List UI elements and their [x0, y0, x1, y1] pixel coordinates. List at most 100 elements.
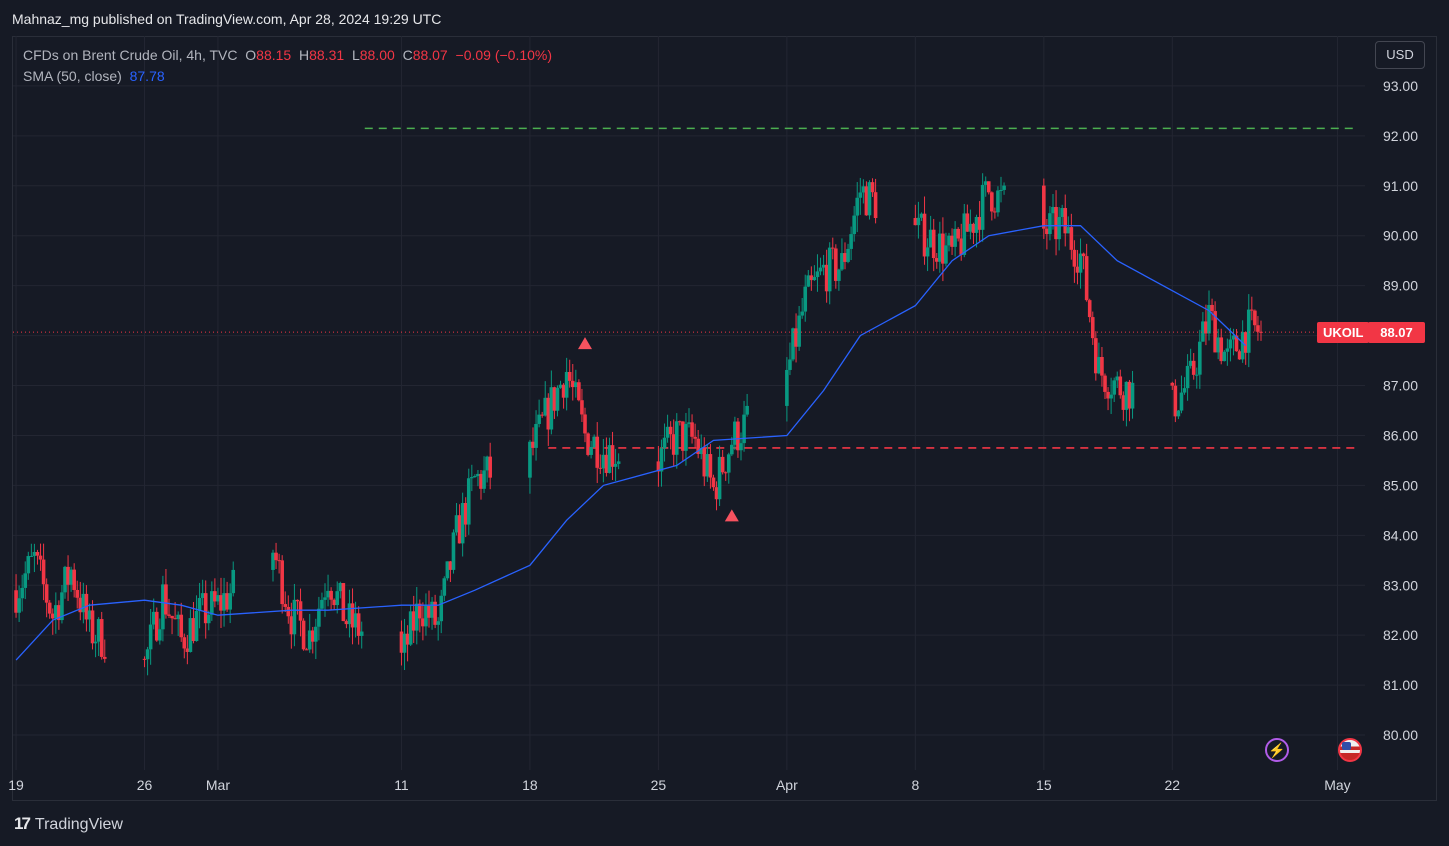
- candle-body: [941, 233, 945, 264]
- price-tick-label: 84.00: [1383, 527, 1418, 543]
- candle-body: [414, 603, 419, 631]
- chart-panel[interactable]: [12, 36, 1437, 801]
- candle-body: [733, 421, 737, 445]
- candle-body: [353, 613, 358, 628]
- candle-body: [745, 405, 749, 415]
- candle-body: [274, 552, 278, 561]
- candle-body: [57, 605, 61, 621]
- high-value: 88.31: [309, 47, 345, 63]
- candle-body: [304, 649, 309, 651]
- candle-body: [463, 502, 468, 525]
- candle-body: [583, 414, 587, 434]
- candle-body: [1253, 310, 1257, 326]
- candle-body: [861, 186, 866, 193]
- candle-body: [812, 277, 817, 281]
- candle-body: [953, 228, 957, 247]
- candle-body: [295, 599, 300, 602]
- candle-body: [307, 630, 312, 650]
- candle-body: [292, 599, 297, 635]
- time-tick-label: 22: [1165, 777, 1181, 793]
- candle-body: [791, 328, 795, 360]
- candle-body: [665, 426, 670, 438]
- us-flag-icon[interactable]: [1338, 738, 1362, 762]
- currency-button[interactable]: USD: [1375, 41, 1425, 69]
- candle-body: [66, 566, 70, 585]
- candle-body: [473, 476, 477, 478]
- flag-canton: [1342, 742, 1351, 750]
- candle-body: [188, 618, 193, 652]
- time-tick-label: 19: [8, 777, 24, 793]
- candle-body: [540, 414, 544, 416]
- candle-body: [424, 605, 428, 627]
- candle-body: [402, 633, 407, 653]
- candles: [14, 173, 1263, 676]
- lightning-icon[interactable]: ⚡: [1265, 738, 1289, 762]
- candle-body: [1087, 300, 1092, 318]
- candle-body: [693, 436, 697, 439]
- candle-body: [1216, 337, 1220, 353]
- candle-body: [870, 182, 875, 193]
- candle-body: [925, 247, 930, 257]
- candle-body: [711, 477, 716, 488]
- candle-body: [454, 515, 459, 533]
- published-line: Mahnaz_mg published on TradingView.com, …: [12, 11, 442, 27]
- candle-body: [990, 192, 994, 212]
- candle-body: [231, 569, 236, 594]
- candle-body: [197, 597, 202, 611]
- price-tick-label: 82.00: [1383, 627, 1418, 643]
- candle-body: [678, 421, 682, 423]
- low-label: L: [351, 47, 360, 63]
- open-value: 88.15: [256, 47, 292, 63]
- candle-body: [164, 584, 168, 615]
- candle-body: [558, 384, 563, 388]
- candle-body: [537, 414, 541, 424]
- candle-body: [834, 248, 838, 281]
- candle-body: [1124, 381, 1129, 410]
- candle-body: [934, 258, 939, 262]
- candle-body: [335, 591, 340, 606]
- candle-body: [436, 621, 440, 625]
- candle-body: [739, 443, 743, 451]
- time-tick-label: Apr: [776, 777, 798, 793]
- candle-body: [1256, 325, 1260, 332]
- candle-body: [323, 597, 327, 600]
- legend-sma-row: SMA (50, close) 87.78: [23, 66, 552, 87]
- candle-body: [916, 217, 921, 226]
- candle-body: [1243, 332, 1248, 353]
- candle-body: [938, 233, 942, 262]
- candle-body: [320, 599, 324, 609]
- price-tick-label: 86.00: [1383, 427, 1418, 443]
- candle-body: [1170, 382, 1175, 386]
- price-tick-label: 85.00: [1383, 477, 1418, 493]
- candle-body: [427, 605, 431, 618]
- candle-body: [564, 371, 569, 398]
- candle-body: [60, 592, 64, 621]
- candle-body: [843, 253, 847, 262]
- candle-body: [102, 656, 107, 659]
- candle-body: [1201, 321, 1205, 342]
- candle-body: [922, 213, 927, 257]
- candle-body: [684, 423, 688, 451]
- candle-body: [968, 223, 973, 232]
- price-tick-label: 92.00: [1383, 128, 1418, 144]
- candle-body: [815, 271, 820, 278]
- candle-body: [35, 552, 40, 556]
- candle-body: [301, 620, 306, 650]
- candle-body: [1240, 332, 1245, 360]
- candle-body: [983, 181, 988, 185]
- time-axis: 19 26 Mar 11 18 25 Apr 8 15 22 May: [8, 777, 1350, 793]
- tradingview-brand[interactable]: 17 TradingView: [14, 814, 123, 834]
- top-bar: Mahnaz_mg published on TradingView.com, …: [0, 0, 1449, 36]
- candle-body: [977, 216, 982, 230]
- candle-body: [1042, 185, 1046, 229]
- candle-body: [913, 218, 918, 226]
- candle-body: [986, 181, 991, 193]
- candle-body: [203, 593, 208, 624]
- candle-body: [1185, 365, 1190, 389]
- candle-body: [326, 590, 330, 598]
- candle-body: [277, 560, 281, 562]
- candle-body: [656, 461, 661, 472]
- candle-body: [44, 584, 49, 603]
- candle-body: [482, 470, 486, 489]
